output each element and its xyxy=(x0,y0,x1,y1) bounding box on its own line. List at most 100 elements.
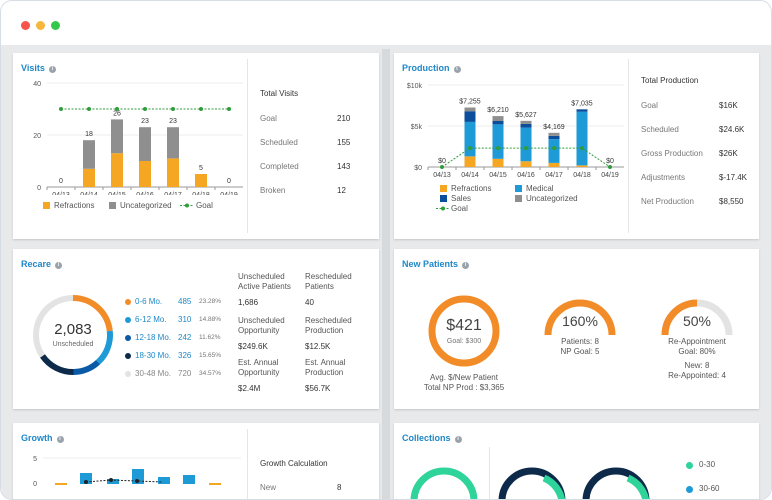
recare-metric-label: Est. Annual Opportunity xyxy=(238,358,280,377)
donut-segment[interactable] xyxy=(33,295,74,358)
production-chart: $0 $5k $10k $0 04/13 $7,255 04/14 $6,210 04/15 $5… xyxy=(407,83,624,179)
info-icon[interactable]: i xyxy=(48,66,56,73)
growth-bar xyxy=(158,477,170,484)
production-title-text: Production xyxy=(402,63,450,73)
goal-point xyxy=(496,146,500,151)
legend-dot xyxy=(125,335,131,341)
bar-uncategorized[interactable] xyxy=(167,127,179,159)
goal-point xyxy=(59,107,63,111)
total-production-title: Total Production xyxy=(641,76,699,85)
stat-value: $24.6K xyxy=(719,125,745,134)
legend-swatch-uncategorized xyxy=(515,195,522,202)
bar-uncategorized[interactable] xyxy=(492,116,504,121)
stat-value: $8,550 xyxy=(719,197,744,206)
bar-medical[interactable] xyxy=(548,139,560,163)
bar-medical[interactable] xyxy=(464,121,476,157)
collections-donut-segment xyxy=(542,474,566,499)
goal-point xyxy=(552,146,556,151)
minimize-window-button[interactable] xyxy=(36,21,45,30)
recare-segment-label[interactable]: 18-30 Mo. xyxy=(135,351,172,360)
bar-refractions[interactable] xyxy=(195,174,207,187)
y-tick: 40 xyxy=(33,81,41,88)
bar-sales[interactable] xyxy=(576,109,588,112)
bar-uncategorized[interactable] xyxy=(139,127,151,161)
info-icon[interactable]: i xyxy=(56,436,64,443)
recare-title: Recare i xyxy=(21,259,63,269)
bar-medical[interactable] xyxy=(576,111,588,166)
production-title: Production i xyxy=(402,63,461,73)
bar-uncategorized[interactable] xyxy=(464,107,476,112)
goal-legend-icon xyxy=(180,203,194,208)
gauge-ring xyxy=(428,295,500,367)
bar-refractions[interactable] xyxy=(111,153,123,187)
recare-metric-label: Unscheduled Opportunity xyxy=(238,316,285,335)
bar-total-label: 26 xyxy=(113,110,121,117)
bar-medical[interactable] xyxy=(492,124,504,159)
info-icon[interactable]: i xyxy=(453,66,461,73)
growth-point xyxy=(135,479,139,483)
gauge-arc xyxy=(544,299,616,336)
bar-sales[interactable] xyxy=(520,123,532,128)
close-window-button[interactable] xyxy=(21,21,30,30)
re-appointment-caption: Re-Appointment Goal: 80% New: 8 Re-Appoi… xyxy=(637,337,757,381)
donut-segment[interactable] xyxy=(95,330,113,365)
stat-value: 12 xyxy=(337,186,346,195)
stat-label: Goal xyxy=(260,114,277,123)
x-tick: 04/18 xyxy=(573,172,591,179)
x-tick: 04/16 xyxy=(517,172,535,179)
info-icon[interactable]: i xyxy=(55,262,63,269)
recare-segment-count: 326 xyxy=(178,351,192,360)
bar-refractions[interactable] xyxy=(139,161,151,187)
y-tick: 0 xyxy=(33,481,37,488)
bar-refractions[interactable] xyxy=(576,165,588,167)
bar-sales[interactable] xyxy=(548,135,560,140)
bar-uncategorized[interactable] xyxy=(83,140,95,169)
bar-uncategorized[interactable] xyxy=(548,132,560,136)
recare-metric-value: 1,686 xyxy=(238,298,259,307)
bar-medical[interactable] xyxy=(520,127,532,162)
bar-uncategorized[interactable] xyxy=(111,119,123,154)
bar-sales[interactable] xyxy=(492,120,504,125)
recare-title-text: Recare xyxy=(21,259,52,269)
recare-segment-label[interactable]: 12-18 Mo. xyxy=(135,333,172,342)
title-bar xyxy=(1,1,771,45)
growth-title: Growth i xyxy=(21,433,64,443)
bar-sales[interactable] xyxy=(464,111,476,122)
recare-segment-percent: 11.62% xyxy=(199,334,221,341)
growth-bar xyxy=(107,479,119,484)
bar-refractions[interactable] xyxy=(492,158,504,167)
donut-segment[interactable] xyxy=(40,354,74,375)
bar-refractions[interactable] xyxy=(520,161,532,167)
stat-label: Broken xyxy=(260,186,286,195)
y-tick: 20 xyxy=(33,133,41,140)
donut-segment[interactable] xyxy=(72,295,113,332)
caption-line: Goal: 80% xyxy=(678,347,716,356)
bar-refractions[interactable] xyxy=(167,158,179,187)
new-patients-card: New Patients i $421 Goal: $300 Avg. $/New… xyxy=(394,249,759,409)
stat-value: $26K xyxy=(719,149,738,158)
legend-refractions: Refractions xyxy=(451,184,492,193)
recare-segment-label[interactable]: 0-6 Mo. xyxy=(135,297,163,306)
info-icon[interactable]: i xyxy=(462,262,470,269)
x-tick: 04/15 xyxy=(108,192,126,195)
recare-segment-percent: 15.65% xyxy=(199,352,222,359)
goal-point xyxy=(227,107,231,111)
bar-refractions[interactable] xyxy=(83,168,95,187)
recare-segment-label[interactable]: 30-48 Mo. xyxy=(135,369,172,378)
y-tick: $5k xyxy=(411,124,423,131)
legend-medical: Medical xyxy=(526,184,554,193)
maximize-window-button[interactable] xyxy=(51,21,60,30)
info-icon[interactable]: i xyxy=(454,436,462,443)
legend-dot xyxy=(125,353,131,359)
bar-refractions[interactable] xyxy=(548,162,560,167)
bar-uncategorized[interactable] xyxy=(520,120,532,124)
recare-segment-label[interactable]: 6-12 Mo. xyxy=(135,315,167,324)
donut-segment[interactable] xyxy=(73,359,101,375)
growth-stat-label: New xyxy=(260,483,277,492)
recare-donut-chart xyxy=(33,295,113,375)
growth-title-text: Growth xyxy=(21,433,53,443)
bar-total-label: 23 xyxy=(169,118,177,125)
bar-refractions[interactable] xyxy=(464,156,476,167)
